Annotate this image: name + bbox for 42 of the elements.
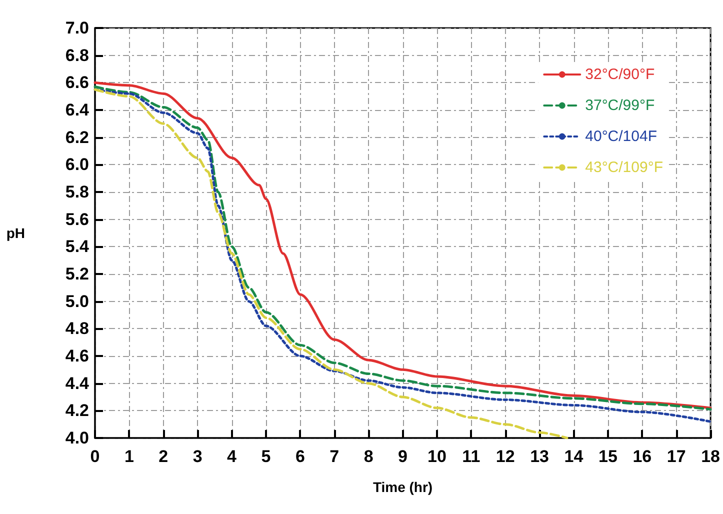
x-tick-label: 5 [261, 447, 271, 466]
y-tick-label: 4.2 [65, 401, 89, 420]
x-tick-label: 8 [364, 447, 374, 466]
y-tick-label: 4.0 [65, 428, 89, 448]
x-axis-title: Time (hr) [372, 479, 433, 495]
x-tick-label: 12 [496, 447, 515, 466]
line-series [94, 88, 568, 440]
x-tick-label: 14 [564, 447, 584, 466]
x-tick-label: 15 [598, 447, 618, 466]
y-tick-label: 6.2 [65, 128, 89, 147]
y-tick-label: 5.0 [65, 292, 89, 311]
x-tick-label: 4 [227, 447, 238, 466]
x-tick-label: 18 [701, 447, 720, 466]
x-tick-label: 13 [530, 447, 550, 466]
y-axis-title: pH [6, 225, 25, 241]
y-tick-label: 5.6 [65, 210, 89, 229]
y-tick-label: 6.0 [65, 155, 89, 174]
y-tick-label: 4.6 [65, 346, 89, 366]
y-tick-label: 5.4 [65, 237, 90, 256]
y-tick-label: 4.8 [65, 319, 89, 338]
legend-label: 43°C/109°F [585, 159, 664, 176]
x-tick-label: 11 [462, 447, 480, 466]
x-tick-label: 2 [158, 447, 168, 466]
y-tick-label: 4.4 [65, 374, 90, 393]
x-tick-label: 10 [428, 447, 446, 466]
y-tick-label: 5.2 [65, 264, 89, 284]
legend-label: 40°C/104F [585, 128, 658, 145]
y-tick-label: 6.8 [65, 46, 89, 65]
y-tick-label: 7.0 [65, 18, 89, 38]
x-tick-label: 17 [666, 447, 686, 466]
x-tick-label: 16 [632, 447, 652, 466]
legend-label: 37°C/99°F [585, 97, 655, 114]
x-tick-label: 6 [295, 447, 305, 466]
x-tick-label: 7 [330, 447, 340, 466]
y-tick-label: 5.8 [65, 182, 89, 202]
x-tick-label: 3 [192, 447, 202, 466]
y-tick-label: 6.6 [65, 73, 89, 92]
x-tick-label: 1 [124, 447, 134, 466]
x-tick-label: 9 [398, 447, 408, 466]
legend-label: 32°C/90°F [585, 66, 655, 83]
y-tick-label: 6.4 [65, 100, 90, 120]
x-tick-label: 0 [90, 447, 100, 466]
